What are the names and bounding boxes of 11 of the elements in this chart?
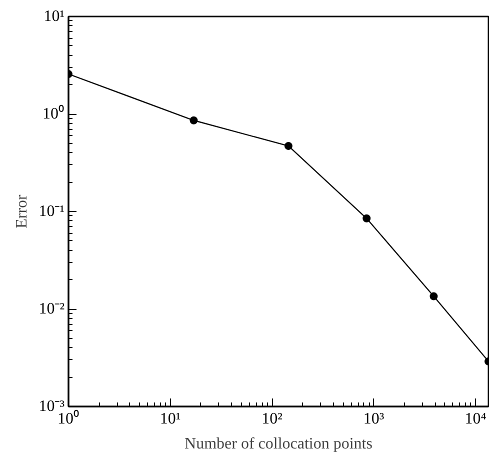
y-tick-label: 10⁰ xyxy=(42,104,64,122)
y-tick-label: 10⁻² xyxy=(38,300,65,318)
y-tick-label: 10⁻¹ xyxy=(38,203,65,220)
x-tick-label: 10⁴ xyxy=(464,410,487,428)
y-tick-label: 10¹ xyxy=(44,8,65,25)
x-tick-label: 10¹ xyxy=(160,410,181,428)
x-tick-label: 10² xyxy=(262,410,283,428)
y-axis-title: Error xyxy=(14,194,31,228)
x-tick-label: 10³ xyxy=(363,410,384,428)
x-axis-title: Number of collocation points xyxy=(184,436,372,452)
x-tick-label: 10⁰ xyxy=(58,410,80,428)
